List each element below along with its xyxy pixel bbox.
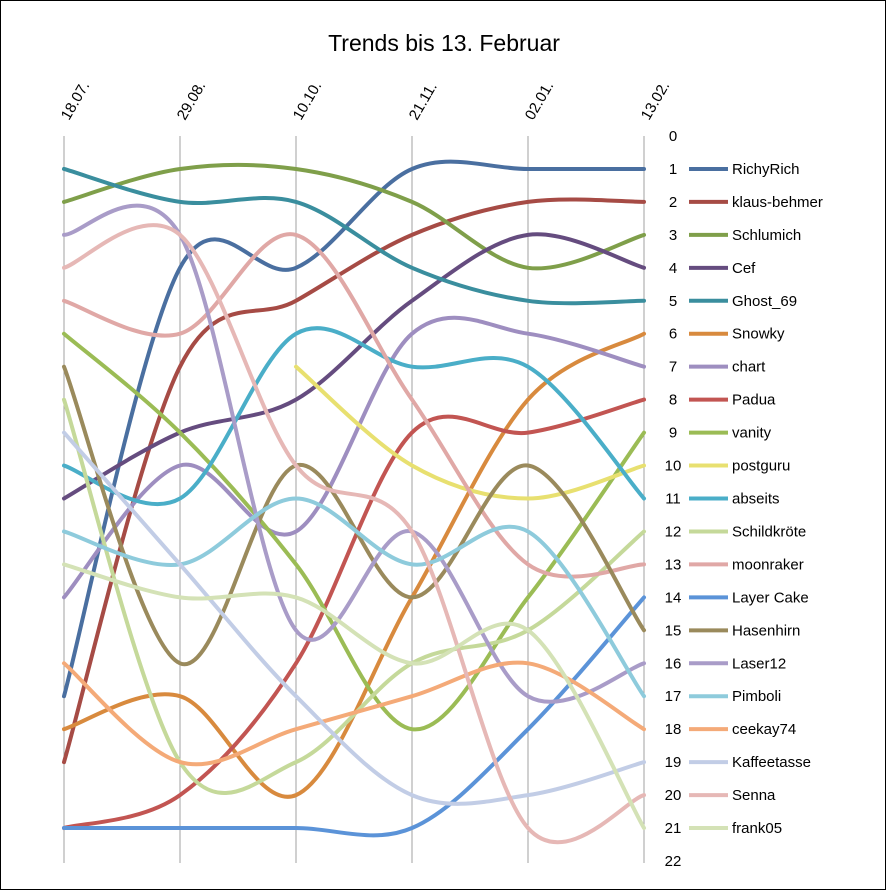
series-line-ghost-69 xyxy=(62,166,646,306)
legend-label-postguru: postguru xyxy=(732,458,790,475)
x-tick-label: 21.11. xyxy=(406,79,441,123)
y-tick-label: 4 xyxy=(669,260,677,277)
series-line-laser12 xyxy=(62,203,646,704)
y-tick-label: 12 xyxy=(665,523,682,540)
legend-label-klaus-behmer: klaus-behmer xyxy=(732,194,823,211)
legend-label-padua: Padua xyxy=(732,392,776,409)
y-tick-label: 1 xyxy=(669,161,677,178)
legend-label-pimboli: Pimboli xyxy=(732,688,781,705)
legend-label-chart: chart xyxy=(732,359,766,376)
series-line-schildkr-te xyxy=(62,397,646,795)
y-tick-label: 0 xyxy=(669,128,677,145)
legend-label-abseits: abseits xyxy=(732,491,780,508)
y-tick-label: 13 xyxy=(665,556,682,573)
series-line-abseits xyxy=(62,326,646,507)
series-line-ceekay74 xyxy=(62,660,646,767)
legend-label-moonraker: moonraker xyxy=(732,556,804,573)
series-line-padua xyxy=(62,397,646,831)
series-line-moonraker xyxy=(62,232,646,579)
series-line-senna xyxy=(62,223,646,845)
legend-label-senna: Senna xyxy=(732,787,776,804)
x-tick-label: 29.08. xyxy=(174,78,210,123)
series-line-postguru xyxy=(294,364,646,501)
y-tick-label: 10 xyxy=(665,458,682,475)
series-line-kaffeetasse xyxy=(62,430,646,806)
legend-label-hasenhirn: Hasenhirn xyxy=(732,622,800,639)
y-tick-label: 14 xyxy=(665,589,682,606)
y-tick-label: 6 xyxy=(669,326,677,343)
y-tick-label: 8 xyxy=(669,392,677,409)
legend-label-schildkr-te: Schildkröte xyxy=(732,523,806,540)
legend-label-frank05: frank05 xyxy=(732,820,782,837)
series-line-richyrich xyxy=(62,159,646,699)
y-tick-label: 15 xyxy=(665,622,682,639)
x-tick-label: 13.02. xyxy=(638,78,674,123)
x-tick-label: 02.01. xyxy=(522,78,558,123)
series-line-schlumich xyxy=(62,162,646,271)
legend-label-layer-cake: Layer Cake xyxy=(732,589,809,606)
y-tick-label: 2 xyxy=(669,194,677,211)
series-line-frank05 xyxy=(62,562,646,830)
y-tick-label: 19 xyxy=(665,754,682,771)
y-tick-label: 21 xyxy=(665,820,682,837)
legend-label-ghost-69: Ghost_69 xyxy=(732,293,797,310)
legend-label-cef: Cef xyxy=(732,260,756,277)
y-tick-label: 18 xyxy=(665,721,682,738)
series-line-snowky xyxy=(62,331,646,799)
x-tick-label: 18.07. xyxy=(58,78,94,123)
legend-label-schlumich: Schlumich xyxy=(732,227,801,244)
series-line-layer-cake xyxy=(62,595,646,838)
y-tick-label: 7 xyxy=(669,359,677,376)
y-tick-label: 20 xyxy=(665,787,682,804)
y-tick-label: 22 xyxy=(665,853,682,870)
series-line-pimboli xyxy=(62,496,646,699)
y-tick-label: 17 xyxy=(665,688,682,705)
legend-label-vanity: vanity xyxy=(732,425,772,442)
legend-label-laser12: Laser12 xyxy=(732,655,786,672)
chart-title: Trends bis 13. Februar xyxy=(328,30,560,56)
series-line-cef xyxy=(62,232,646,501)
legend-label-kaffeetasse: Kaffeetasse xyxy=(732,754,811,771)
series-line-chart xyxy=(62,315,646,600)
series-line-klaus-behmer xyxy=(62,197,646,765)
y-tick-label: 11 xyxy=(665,491,681,508)
y-tick-label: 16 xyxy=(665,655,682,672)
legend-label-ceekay74: ceekay74 xyxy=(732,721,796,738)
y-tick-label: 5 xyxy=(669,293,677,310)
y-tick-label: 9 xyxy=(669,425,677,442)
y-tick-label: 3 xyxy=(669,227,677,244)
x-tick-label: 10.10. xyxy=(290,78,326,123)
series-line-hasenhirn xyxy=(62,364,646,667)
legend-label-richyrich: RichyRich xyxy=(732,161,800,178)
legend-label-snowky: Snowky xyxy=(732,326,785,343)
